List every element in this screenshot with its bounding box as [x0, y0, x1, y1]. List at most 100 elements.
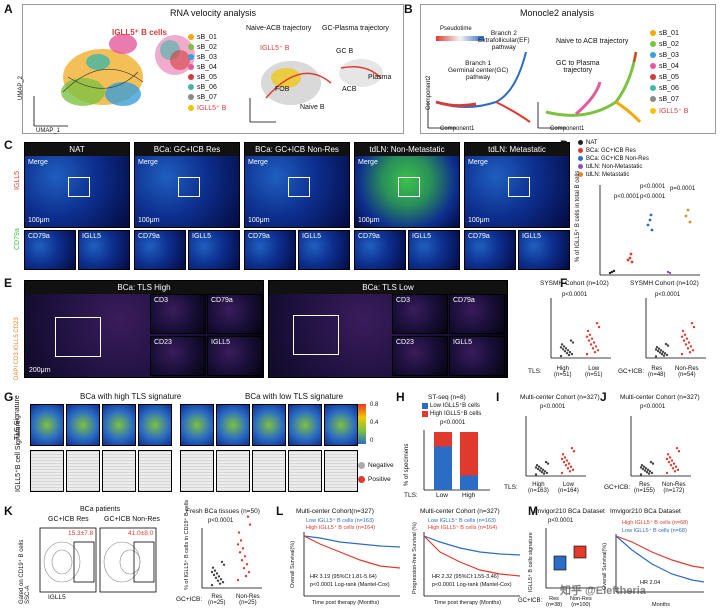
panel-g-label: G — [4, 390, 14, 404]
scatter-point — [538, 469, 542, 472]
watermark: 知乎 @Eleftheria — [560, 585, 646, 597]
panel-l-right-title: Multi-center Cohort (n=327) — [420, 508, 500, 515]
legend-label: tdLN: Non-Metastatic — [586, 164, 643, 171]
scatter-point — [692, 325, 696, 329]
scatter-point — [683, 333, 687, 336]
panel-a-label: A — [4, 2, 13, 16]
scatter-point — [212, 573, 216, 577]
panel-m-right-high-curve — [615, 535, 705, 569]
panel-c-roi — [288, 177, 310, 197]
legend-label: sB_06 — [659, 85, 679, 92]
panel-a-umap-zoom — [155, 35, 195, 75]
panel-k-sub-g0: Res (n=25) — [208, 594, 226, 606]
panel-g-title-high: BCa with high TLS signature — [80, 392, 182, 401]
panel-g-cb4: 0 — [370, 438, 374, 444]
panel-g-igll5-map — [138, 450, 172, 492]
legend-label: sB_05 — [659, 74, 679, 81]
panel-b-branch1: Branch 1 Germinal center(GC) pathway — [448, 60, 509, 81]
scatter-point — [566, 467, 570, 470]
panel-c-zoom-cd79a-label: CD79a — [138, 233, 160, 240]
panel-c-roi — [68, 177, 90, 197]
panel-d-points-res — [626, 252, 634, 264]
panel-g-pos-dot — [358, 476, 365, 483]
scatter-point — [649, 460, 653, 464]
panel-c-micro: BCa: GC+ICB Res Merge 100μm — [134, 142, 240, 228]
panel-c-zoom-cd79a: CD79a — [244, 230, 296, 270]
panel-e-high-cd23: CD23 — [150, 336, 206, 376]
scatter-point — [210, 570, 214, 574]
scatter-point — [665, 457, 669, 461]
panel-j-chart — [630, 416, 691, 477]
scatter-point — [569, 339, 573, 342]
panel-c-zoom-igll5-label: IGLL5 — [82, 233, 102, 240]
panel-a-label-plasma: Plasma — [368, 74, 392, 81]
panel-m-right-leg1: Low IGLL5⁺ B cells (n=68) — [622, 528, 687, 534]
scatter-point — [595, 322, 599, 325]
panel-l-right-ylabel: Progression-free Survival (%) — [412, 522, 418, 594]
panel-m-box — [553, 555, 567, 571]
panel-k-left: GC+ICB Res — [48, 516, 89, 523]
panel-a-legend-item: sB_01 — [188, 34, 226, 44]
legend-swatch — [650, 52, 656, 59]
panel-e-low-cd23-label: CD23 — [396, 339, 414, 346]
panel-c-merge: Merge — [358, 159, 378, 166]
panel-b-frame — [420, 4, 716, 134]
panel-l-left-ylabel: Overall Survival(%) — [290, 540, 296, 588]
panel-b-traj2: GC to Plasma trajectory — [556, 60, 600, 74]
scatter-point — [534, 473, 538, 476]
panel-e-high-roi — [55, 317, 101, 357]
legend-label: NAT — [586, 140, 598, 147]
scatter-point — [672, 462, 676, 465]
scatter-point — [639, 473, 643, 476]
panel-d-points-met — [684, 208, 692, 224]
scatter-point — [243, 555, 247, 558]
legend-swatch — [650, 63, 656, 70]
panel-e-low-igll5-label: IGLL5 — [453, 339, 473, 346]
panel-g-neg-dot — [358, 462, 365, 469]
panel-c-side: CD79a IGLL5 — [14, 150, 22, 260]
panel-l-left-leg1: High IGLL5⁺ B cells (n=164) — [306, 525, 376, 531]
panel-i-pval: p<0.0001 — [540, 404, 566, 410]
legend-label: sB_04 — [659, 63, 679, 70]
scatter-point — [644, 467, 648, 470]
panel-c-header: tdLN: Non-Metastatic — [355, 143, 459, 156]
panel-i-chart — [525, 416, 586, 477]
panel-b-legend-item: sB_06 — [650, 85, 688, 96]
panel-g-tls-map — [66, 404, 100, 446]
legend-swatch — [188, 64, 194, 71]
legend-swatch — [188, 44, 194, 51]
scatter-point — [564, 347, 568, 350]
panel-c-zoom-igll5-label: IGLL5 — [192, 233, 212, 240]
scatter-point — [561, 453, 565, 456]
panel-d-points-nonres — [646, 213, 654, 232]
legend-label: sB_01 — [197, 34, 217, 41]
scatter-point — [214, 576, 218, 580]
panel-a-label-gcb: GC B — [336, 48, 354, 55]
panel-e-low-cd3: CD3 — [392, 294, 448, 334]
panel-c-side-cd79a: CD79a — [14, 228, 21, 250]
scatter-point — [597, 325, 601, 329]
scatter-point — [543, 470, 547, 473]
panel-b-tree — [427, 51, 531, 129]
panel-h-row: TLS: — [404, 492, 418, 499]
panel-c-merge: Merge — [138, 159, 158, 166]
legend-label: sB_01 — [659, 30, 679, 37]
panel-l-right-chart — [423, 532, 521, 597]
legend-swatch — [188, 105, 194, 112]
panel-j-pval: p<0.0001 — [640, 404, 666, 410]
panel-c-zoom-cd79a: CD79a — [24, 230, 76, 270]
panel-g-cb0: 0.8 — [370, 402, 379, 408]
scatter-point — [247, 570, 251, 574]
panel-d-chart — [599, 185, 700, 276]
scatter-point — [686, 347, 690, 350]
panel-d-legend-item: NAT — [578, 140, 649, 148]
panel-k-xlab: IGLL5 — [48, 594, 66, 601]
panel-g-tls-map — [288, 404, 322, 446]
scatter-point — [691, 349, 695, 352]
panel-b-legend-item: sB_04 — [650, 63, 688, 74]
panel-c-zoom-igll5-label: IGLL5 — [522, 233, 542, 240]
scatter-point — [559, 354, 563, 358]
scatter-point — [684, 343, 688, 346]
panel-f-left-row: TLS: — [528, 368, 542, 375]
scatter-point — [244, 574, 248, 578]
